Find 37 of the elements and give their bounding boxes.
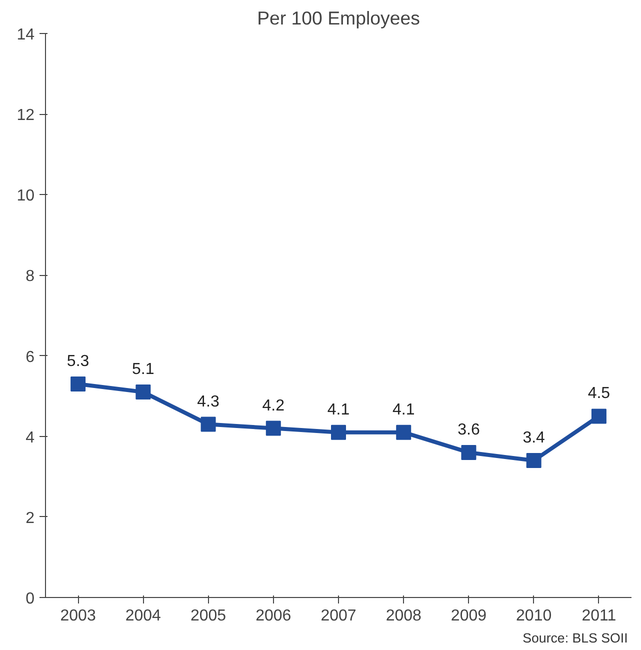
y-tick-label: 14 [16, 26, 35, 44]
y-tick-label: 12 [16, 107, 35, 124]
data-label: 3.4 [522, 430, 546, 447]
data-label: 4.5 [588, 385, 610, 402]
y-tick-label: 4 [26, 429, 35, 446]
y-tick-label: 6 [26, 348, 35, 366]
x-tick-label: 2009 [450, 608, 487, 624]
data-label: 3.6 [458, 421, 480, 438]
y-tick-label: 2 [26, 510, 35, 527]
data-label: 5.1 [132, 361, 154, 378]
point [136, 384, 151, 400]
y-tick-label: 0 [26, 590, 35, 608]
source-note: Source: BLS SOII [522, 630, 628, 646]
x-tick-label: 2008 [386, 608, 422, 624]
data-label: 4.3 [197, 393, 220, 410]
data-label: 4.2 [262, 397, 285, 414]
x-tick-label: 2006 [256, 608, 292, 624]
point [331, 424, 346, 440]
data-label: 5.3 [66, 352, 90, 370]
point [526, 453, 542, 468]
x-tick-label: 2011 [582, 608, 616, 624]
chart-title: Per 100 Employees [257, 8, 420, 28]
point [461, 444, 476, 460]
data-label: 4.1 [327, 401, 350, 418]
x-tick-label: 2010 [516, 608, 552, 624]
x-tick-label: 2007 [320, 608, 356, 624]
point [70, 376, 86, 392]
x-tick-label: 2003 [60, 608, 96, 624]
x-tick-label: 2005 [190, 608, 226, 624]
data-label: 4.1 [392, 401, 415, 418]
point [591, 408, 606, 424]
point [200, 416, 216, 432]
point [266, 420, 281, 436]
y-tick-label: 8 [26, 268, 35, 286]
point [396, 424, 412, 440]
y-tick-label: 10 [16, 188, 35, 205]
x-tick-label: 2004 [125, 608, 162, 624]
